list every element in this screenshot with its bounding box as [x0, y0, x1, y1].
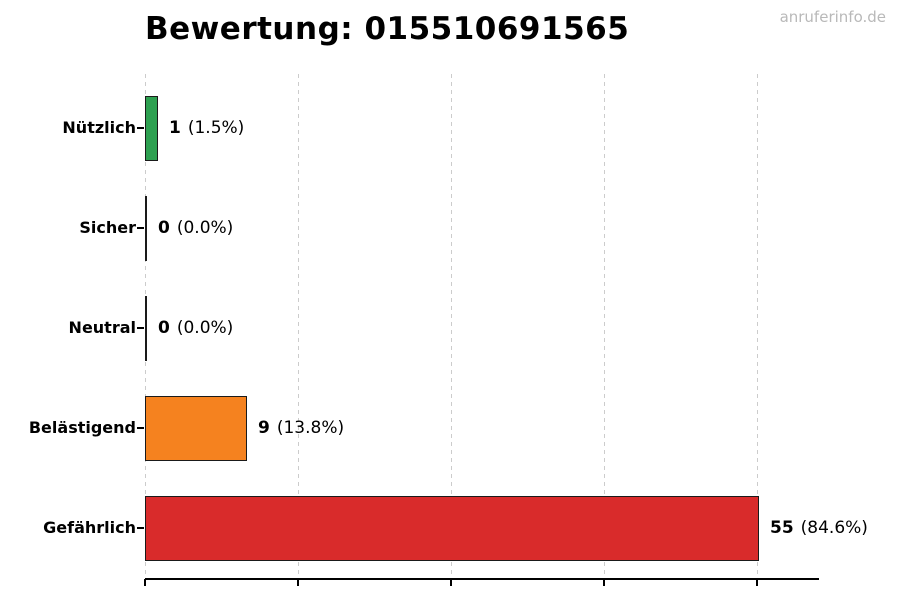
value-label-belaestigend: 9 (13.8%): [258, 416, 344, 440]
value-label-gefaehrlich: 55 (84.6%): [770, 516, 868, 540]
value-label-nuetzlich: 1 (1.5%): [169, 116, 244, 140]
gridline: [450, 74, 452, 579]
bar-sicher: [145, 196, 147, 261]
value-percentage: (0.0%): [176, 218, 234, 238]
bar-neutral: [145, 296, 147, 361]
value-percentage: (1.5%): [187, 118, 245, 138]
category-label-neutral: Neutral: [68, 318, 136, 337]
x-axis-tick: [755, 579, 758, 586]
value-count: 9: [258, 418, 270, 438]
category-label-sicher: Sicher: [79, 218, 136, 237]
value-percentage: (84.6%): [800, 518, 868, 538]
value-count: 55: [770, 518, 794, 538]
y-axis-tick: [137, 327, 144, 329]
x-axis-tick: [449, 579, 452, 586]
value-label-neutral: 0 (0.0%): [158, 316, 233, 340]
chart-title: Bewertung: 015510691565: [145, 11, 630, 47]
category-label-gefaehrlich: Gefährlich: [43, 518, 136, 537]
value-count: 0: [158, 318, 170, 338]
x-axis-tick: [296, 579, 299, 586]
y-axis-tick: [137, 227, 144, 229]
watermark-anruferinfo: anruferinfo.de: [779, 8, 886, 26]
gridline: [756, 74, 758, 579]
value-percentage: (0.0%): [176, 318, 234, 338]
gridline: [603, 74, 605, 579]
y-axis-tick: [137, 527, 144, 529]
x-axis-line: [145, 578, 819, 580]
bar-belaestigend: [145, 396, 247, 461]
category-label-nuetzlich: Nützlich: [62, 118, 136, 137]
x-axis-tick: [144, 579, 146, 586]
bar-nuetzlich: [145, 96, 158, 161]
gridline: [297, 74, 299, 579]
bar-gefaehrlich: [145, 496, 759, 561]
value-count: 1: [169, 118, 181, 138]
y-axis-tick: [137, 127, 144, 129]
x-axis-tick: [602, 579, 605, 586]
value-count: 0: [158, 218, 170, 238]
value-label-sicher: 0 (0.0%): [158, 216, 233, 240]
category-label-belaestigend: Belästigend: [28, 418, 136, 437]
y-axis-tick: [137, 427, 144, 429]
value-percentage: (13.8%): [276, 418, 345, 438]
